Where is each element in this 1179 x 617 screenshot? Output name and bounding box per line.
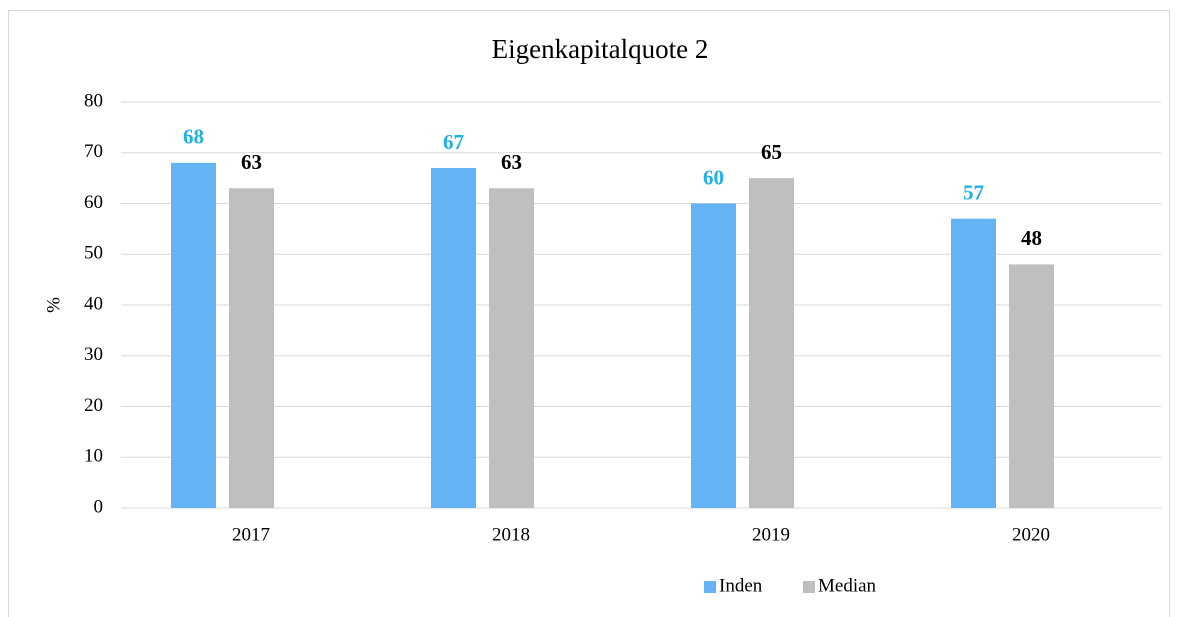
y-tick-label: 60 — [84, 192, 103, 213]
bar — [171, 162, 216, 508]
bar — [749, 178, 794, 508]
y-tick-label: 20 — [84, 395, 103, 416]
legend-swatch — [803, 581, 815, 593]
value-label: 57 — [963, 181, 984, 205]
chart-frame — [8, 10, 1170, 617]
y-tick-label: 80 — [84, 90, 103, 111]
y-tick-label: 70 — [84, 141, 103, 162]
y-tick-label: 10 — [84, 446, 103, 467]
chart-title: Eigenkapitalquote 2 — [492, 34, 709, 64]
y-tick-label: 40 — [84, 293, 103, 314]
y-tick-label: 0 — [94, 496, 104, 517]
y-tick-label: 30 — [84, 344, 103, 365]
value-label: 63 — [241, 150, 262, 174]
legend-label: Median — [818, 575, 877, 596]
bar — [489, 188, 534, 508]
value-label: 63 — [501, 150, 522, 174]
value-label: 48 — [1021, 226, 1042, 250]
bar — [951, 218, 996, 508]
bar — [431, 167, 476, 508]
x-tick-label: 2018 — [492, 524, 530, 545]
value-label: 60 — [703, 165, 724, 189]
value-label: 65 — [761, 140, 782, 164]
x-tick-label: 2019 — [752, 524, 790, 545]
bar — [691, 203, 736, 508]
y-axis-label: % — [43, 297, 64, 313]
bar — [1009, 264, 1054, 508]
x-tick-label: 2020 — [1012, 524, 1050, 545]
value-label: 67 — [443, 130, 464, 154]
value-label: 68 — [183, 125, 204, 149]
bar — [229, 188, 274, 508]
x-tick-label: 2017 — [232, 524, 270, 545]
y-tick-label: 50 — [84, 243, 103, 264]
legend-swatch — [704, 581, 716, 593]
legend-label: Inden — [719, 575, 763, 596]
